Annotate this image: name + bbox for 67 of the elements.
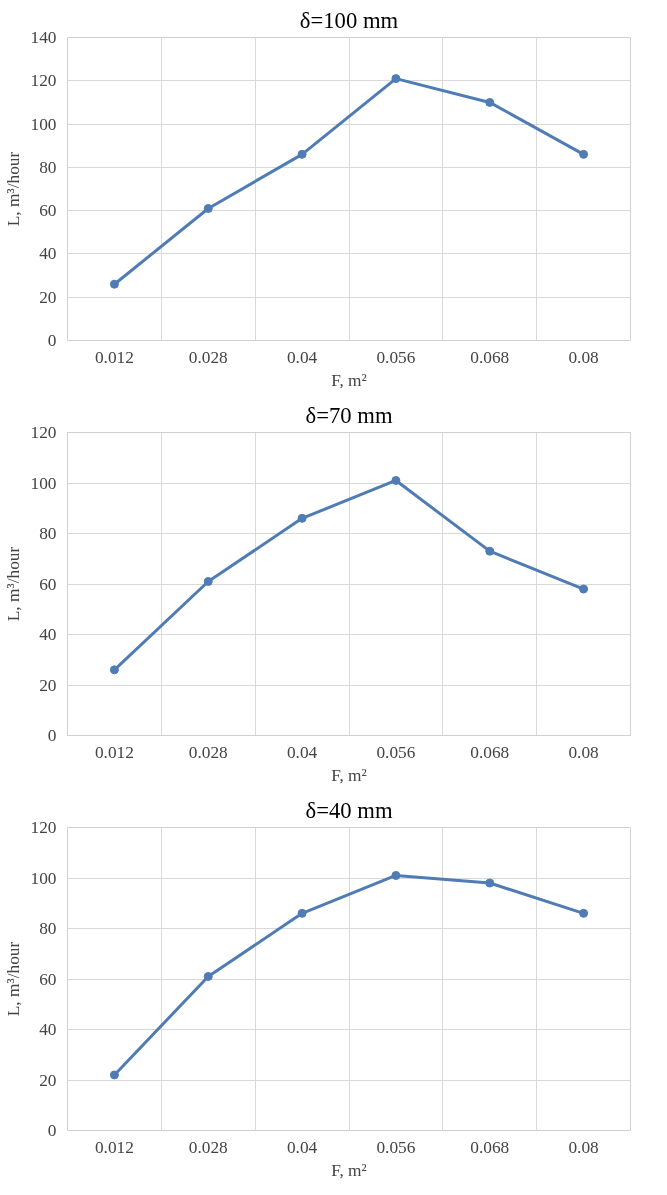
- chart-title: δ=70 mm: [305, 402, 393, 428]
- y-axis-title: L, m³/hour: [3, 151, 23, 227]
- y-tick-label: 120: [30, 423, 57, 442]
- chart-title: δ=100 mm: [299, 7, 399, 33]
- y-tick-label: 80: [39, 524, 57, 543]
- y-tick-label: 140: [30, 28, 57, 47]
- x-tick-label: 0.056: [376, 742, 416, 762]
- y-tick-label: 60: [39, 201, 57, 221]
- x-axis-title: F, m²: [331, 370, 367, 390]
- y-tick-label: 20: [39, 287, 57, 307]
- y-tick-label: 20: [39, 1070, 57, 1090]
- point: [203, 971, 213, 981]
- x-tick-label: 0.08: [568, 347, 599, 367]
- y-tick-label: 100: [30, 868, 57, 888]
- y-tick-label: 0: [47, 1121, 57, 1140]
- y-tick-label: 0: [47, 726, 57, 745]
- x-tick-label: 0.04: [286, 347, 318, 367]
- x-tick-label: 0.028: [188, 1137, 228, 1157]
- point: [485, 878, 495, 888]
- point: [485, 97, 495, 107]
- point: [579, 149, 589, 159]
- point: [391, 74, 401, 84]
- y-tick-label: 60: [39, 574, 57, 594]
- y-tick-label: 40: [39, 244, 57, 264]
- point: [297, 149, 307, 159]
- x-tick-label: 0.028: [188, 742, 228, 762]
- y-tick-label: 100: [30, 473, 57, 493]
- y-tick-label: 100: [30, 114, 57, 134]
- y-tick-label: 0: [47, 331, 57, 350]
- chart-title: δ=40 mm: [305, 797, 393, 823]
- y-tick-label: 40: [39, 1020, 57, 1039]
- y-tick-label: 60: [39, 969, 57, 989]
- point: [579, 908, 589, 918]
- point: [391, 870, 401, 880]
- y-tick-label: 80: [39, 919, 57, 938]
- point: [109, 665, 119, 675]
- x-tick-label: 0.012: [94, 1137, 134, 1157]
- x-tick-label: 0.056: [376, 347, 416, 367]
- y-tick-label: 20: [39, 675, 57, 695]
- y-tick-label: 80: [39, 157, 57, 177]
- point: [109, 1070, 119, 1080]
- x-axis-title: F, m²: [331, 1160, 367, 1180]
- x-tick-label: 0.04: [286, 1137, 318, 1157]
- point: [579, 584, 589, 594]
- y-tick-label: 120: [30, 71, 57, 91]
- x-tick-label: 0.012: [94, 742, 134, 762]
- x-tick-label: 0.068: [470, 1137, 510, 1157]
- point: [391, 475, 401, 485]
- point: [297, 908, 307, 918]
- x-axis-title: F, m²: [331, 765, 367, 785]
- x-tick-label: 0.08: [568, 1137, 599, 1157]
- x-tick-label: 0.068: [470, 347, 510, 367]
- point: [297, 513, 307, 523]
- point: [109, 279, 119, 289]
- y-tick-label: 40: [39, 625, 57, 644]
- x-tick-label: 0.068: [470, 742, 510, 762]
- x-tick-label: 0.012: [94, 347, 134, 367]
- point: [203, 203, 213, 213]
- x-tick-label: 0.056: [376, 1137, 416, 1157]
- point: [485, 546, 495, 556]
- y-axis-title: L, m³/hour: [3, 546, 23, 622]
- x-tick-label: 0.08: [568, 742, 599, 762]
- y-tick-label: 120: [30, 818, 57, 837]
- y-axis-title: L, m³/hour: [3, 941, 23, 1017]
- x-tick-label: 0.04: [286, 742, 318, 762]
- point: [203, 576, 213, 586]
- x-tick-label: 0.028: [188, 347, 228, 367]
